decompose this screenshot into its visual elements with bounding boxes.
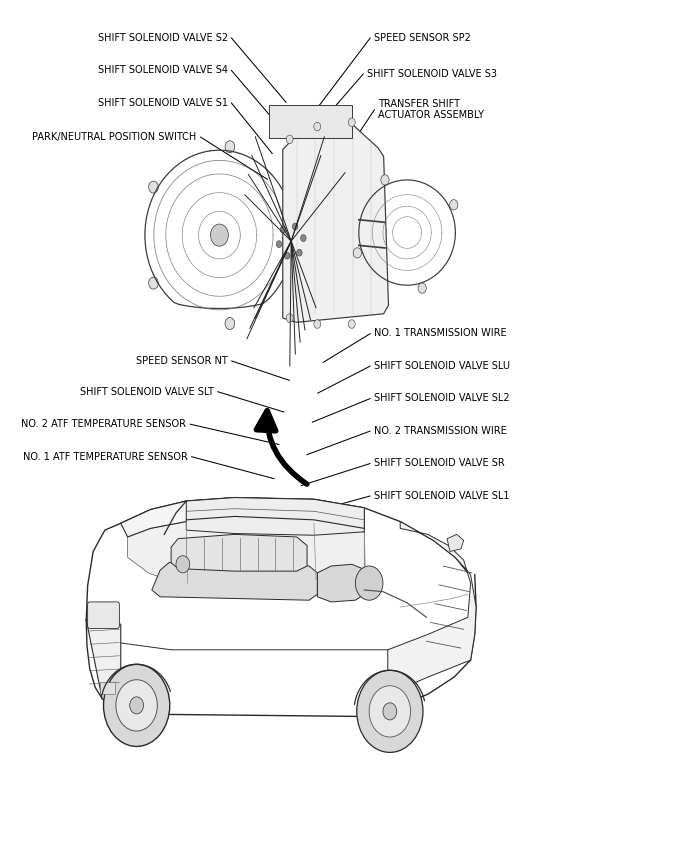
Circle shape (369, 686, 411, 737)
Polygon shape (388, 522, 476, 694)
Circle shape (104, 664, 170, 746)
Text: SPEED SENSOR SP2: SPEED SENSOR SP2 (374, 32, 471, 43)
Polygon shape (447, 534, 464, 551)
Text: SHIFT SOLENOID VALVE SL2: SHIFT SOLENOID VALVE SL2 (374, 393, 510, 404)
Circle shape (284, 252, 290, 259)
Text: SHIFT SOLENOID VALVE SLU: SHIFT SOLENOID VALVE SLU (374, 361, 510, 371)
Text: SHIFT SOLENOID VALVE S1: SHIFT SOLENOID VALVE S1 (98, 97, 228, 108)
Circle shape (210, 224, 228, 246)
Polygon shape (128, 520, 364, 586)
Circle shape (314, 320, 321, 328)
Circle shape (355, 566, 383, 600)
Polygon shape (186, 498, 364, 535)
Polygon shape (283, 122, 388, 322)
Circle shape (383, 703, 397, 720)
Circle shape (348, 118, 355, 127)
Text: PARK/NEUTRAL POSITION SWITCH: PARK/NEUTRAL POSITION SWITCH (32, 132, 197, 142)
Text: SHIFT SOLENOID VALVE S3: SHIFT SOLENOID VALVE S3 (367, 68, 497, 79)
Circle shape (116, 680, 157, 731)
Circle shape (348, 320, 355, 328)
Circle shape (418, 283, 426, 293)
Circle shape (276, 241, 282, 248)
Bar (100, 682, 115, 694)
Text: SHIFT SOLENOID VALVE S2: SHIFT SOLENOID VALVE S2 (97, 32, 228, 43)
Text: SHIFT SOLENOID VALVE S4: SHIFT SOLENOID VALVE S4 (98, 65, 228, 75)
Circle shape (225, 317, 235, 329)
Circle shape (289, 203, 299, 215)
FancyArrowPatch shape (256, 410, 307, 484)
Text: TRANSFER SHIFT
ACTUATOR ASSEMBLY: TRANSFER SHIFT ACTUATOR ASSEMBLY (378, 98, 484, 121)
Circle shape (289, 256, 299, 268)
Text: NO. 2 ATF TEMPERATURE SENSOR: NO. 2 ATF TEMPERATURE SENSOR (21, 419, 186, 429)
Text: SPEED SENSOR NT: SPEED SENSOR NT (136, 356, 228, 366)
Text: NO. 1 ATF TEMPERATURE SENSOR: NO. 1 ATF TEMPERATURE SENSOR (23, 451, 188, 462)
Polygon shape (86, 620, 121, 711)
Circle shape (286, 135, 293, 144)
Circle shape (301, 234, 306, 241)
Circle shape (148, 277, 158, 289)
Text: SHIFT SOLENOID VALVE SR: SHIFT SOLENOID VALVE SR (374, 458, 504, 469)
Polygon shape (269, 105, 352, 138)
Circle shape (225, 141, 235, 153)
Circle shape (293, 223, 298, 230)
Text: SHIFT SOLENOID VALVE SLT: SHIFT SOLENOID VALVE SLT (80, 386, 214, 397)
Text: SHIFT SOLENOID VALVE SL1: SHIFT SOLENOID VALVE SL1 (374, 491, 509, 501)
Polygon shape (317, 564, 366, 602)
Text: NO. 1 TRANSMISSION WIRE: NO. 1 TRANSMISSION WIRE (374, 328, 506, 339)
Circle shape (357, 670, 423, 752)
Circle shape (314, 122, 321, 131)
Circle shape (176, 556, 190, 573)
Circle shape (381, 174, 389, 185)
Text: NO. 2 TRANSMISSION WIRE: NO. 2 TRANSMISSION WIRE (374, 426, 506, 436)
Circle shape (280, 227, 286, 233)
Circle shape (148, 181, 158, 193)
Polygon shape (171, 534, 307, 571)
FancyBboxPatch shape (88, 602, 119, 628)
Circle shape (286, 314, 293, 322)
Circle shape (297, 249, 302, 256)
Circle shape (450, 200, 458, 210)
Circle shape (353, 248, 362, 258)
Polygon shape (121, 498, 364, 537)
Circle shape (130, 697, 144, 714)
Polygon shape (152, 563, 317, 600)
